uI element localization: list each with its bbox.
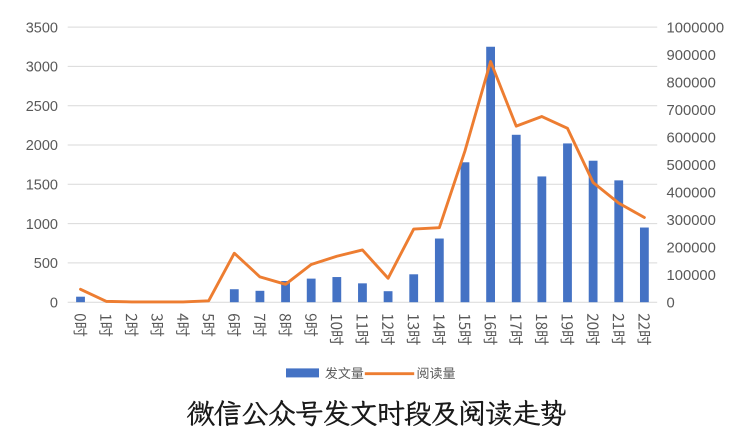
svg-text:0: 0 <box>50 295 58 311</box>
svg-text:600000: 600000 <box>667 130 716 146</box>
svg-text:1000: 1000 <box>26 217 58 233</box>
svg-text:800000: 800000 <box>667 75 716 91</box>
svg-text:2000: 2000 <box>26 138 58 154</box>
svg-text:2500: 2500 <box>26 99 58 115</box>
svg-text:3500: 3500 <box>26 20 58 36</box>
svg-text:1000000: 1000000 <box>667 20 725 36</box>
svg-text:300000: 300000 <box>667 213 716 229</box>
svg-text:100000: 100000 <box>667 268 716 284</box>
svg-text:0: 0 <box>667 296 675 312</box>
svg-text:400000: 400000 <box>667 185 716 201</box>
svg-text:900000: 900000 <box>667 48 716 64</box>
svg-text:700000: 700000 <box>667 103 716 119</box>
svg-text:1500: 1500 <box>26 178 58 194</box>
svg-text:200000: 200000 <box>667 240 716 256</box>
svg-text:500000: 500000 <box>667 158 716 174</box>
svg-text:3000: 3000 <box>26 60 58 76</box>
svg-text:500: 500 <box>34 256 58 272</box>
